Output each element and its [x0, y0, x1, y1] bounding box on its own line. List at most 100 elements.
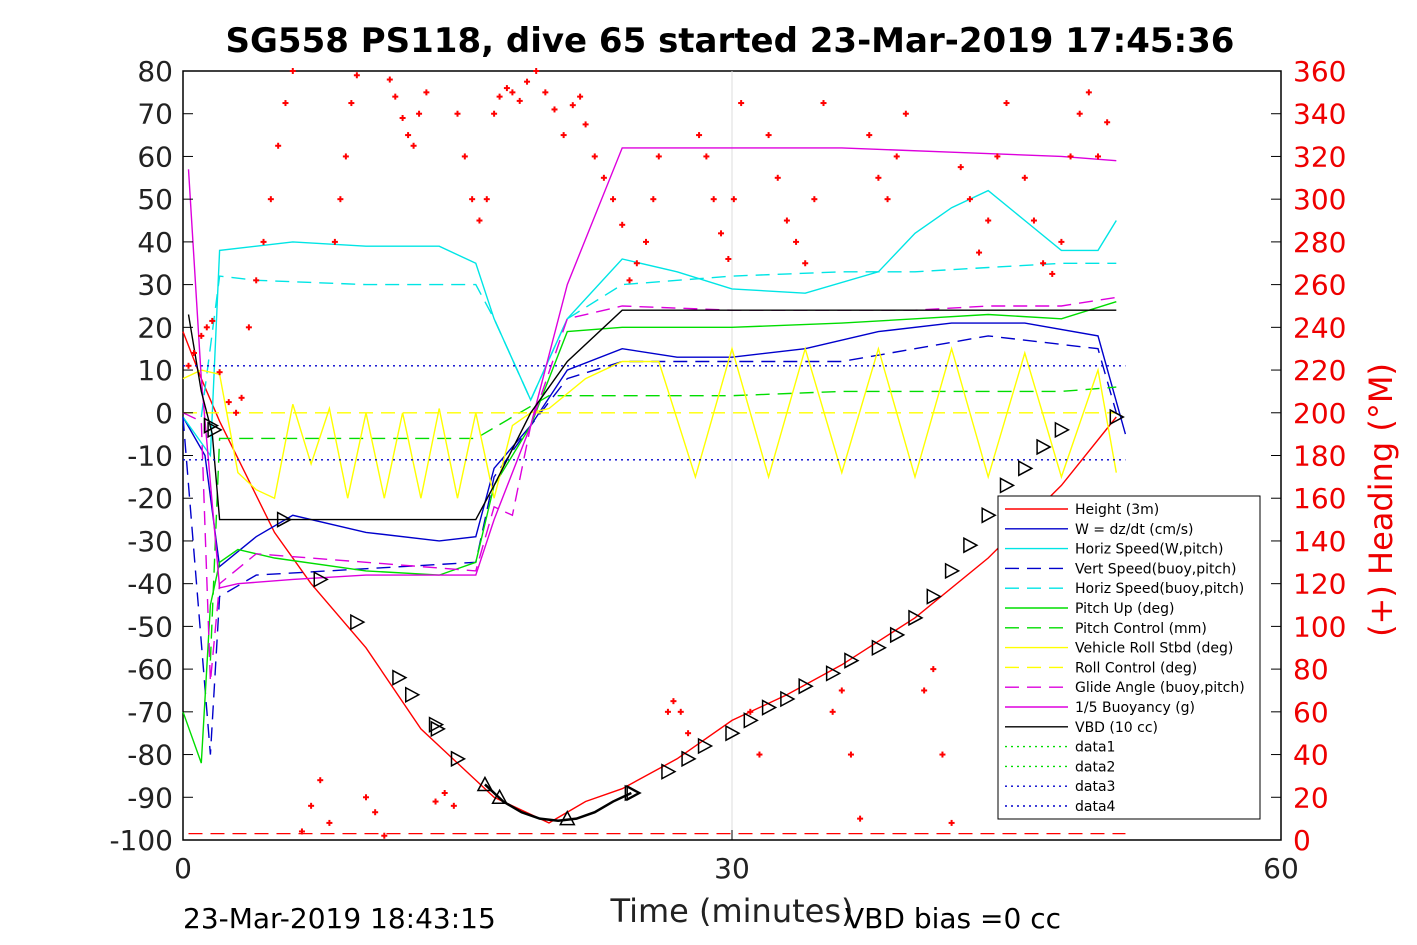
- left-tick-label: 80: [137, 55, 173, 88]
- heading-point: [569, 102, 576, 109]
- heading-point: [756, 751, 763, 758]
- heading-point: [245, 324, 252, 331]
- left-tick-label: 50: [137, 183, 173, 216]
- left-axis-ticks: 80 70 60 50 40 30 20 10 0 -10 -20 -30 -40 -50 -60 -70 -8…: [109, 55, 193, 857]
- x-axis-ticks: 0 30 60: [174, 830, 1299, 885]
- legend-label: data1: [1075, 740, 1115, 756]
- height-marker: [491, 788, 508, 805]
- height-marker: [405, 686, 421, 704]
- heading-point: [802, 260, 809, 267]
- heading-point: [496, 93, 503, 100]
- height-marker: [203, 417, 220, 434]
- heading-point: [642, 238, 649, 245]
- heading-point: [560, 132, 567, 139]
- right-tick-label: 200: [1293, 397, 1346, 430]
- height-marker: [1036, 438, 1052, 456]
- heading-point: [289, 68, 296, 74]
- height-marker: [908, 609, 924, 627]
- left-tick-label: -30: [127, 525, 173, 558]
- heading-point: [348, 100, 355, 107]
- heading-point: [253, 277, 260, 284]
- heading-point: [957, 164, 964, 171]
- heading-point: [921, 687, 928, 694]
- height-marker: [476, 775, 494, 792]
- left-tick-label: 40: [137, 226, 173, 259]
- height-marker: [276, 511, 293, 528]
- heading-point: [582, 121, 589, 128]
- heading-point: [533, 68, 540, 74]
- heading-point: [483, 196, 490, 203]
- right-tick-label: 320: [1293, 140, 1346, 173]
- height-marker: [926, 588, 942, 605]
- heading-point: [476, 217, 483, 224]
- series-line-1: [182, 322, 1127, 568]
- right-tick-label: 60: [1293, 696, 1329, 729]
- series-line-7: [182, 346, 1117, 500]
- dive-bottom-arc: [484, 783, 632, 823]
- heading-point: [198, 332, 205, 339]
- heading-point: [225, 399, 232, 406]
- heading-point: [670, 698, 677, 705]
- right-axis-ticks: 3603403203002802602402202001801601401201…: [1271, 55, 1346, 857]
- heading-point: [190, 349, 197, 356]
- left-tick-label: 0: [155, 397, 173, 430]
- heading-point: [994, 153, 1001, 160]
- heading-point: [626, 277, 633, 284]
- height-marker: [626, 784, 642, 802]
- series-line-6: [209, 386, 1117, 661]
- height-marker: [889, 626, 906, 644]
- right-tick-label: 120: [1293, 568, 1346, 601]
- series-line-10: [187, 147, 1117, 589]
- heading-point: [747, 708, 754, 715]
- heading-point: [591, 153, 598, 160]
- left-tick-label: 30: [137, 269, 173, 302]
- right-tick-label: 40: [1293, 739, 1329, 772]
- left-tick-label: -10: [127, 440, 173, 473]
- heading-point: [1085, 89, 1092, 96]
- heading-point: [696, 132, 703, 139]
- height-marker: [944, 562, 961, 580]
- heading-point: [577, 93, 584, 100]
- heading-point: [783, 217, 790, 224]
- right-tick-label: 20: [1293, 781, 1329, 814]
- heading-point: [811, 196, 818, 203]
- right-tick-label: 340: [1293, 98, 1346, 131]
- heading-point: [542, 89, 549, 96]
- legend-label: Roll Control (deg): [1075, 660, 1197, 676]
- x-axis-label: Time (minutes): [610, 892, 854, 930]
- height-marker: [681, 750, 697, 768]
- heading-point: [857, 815, 864, 822]
- height-marker: [661, 763, 677, 780]
- left-tick-label: -20: [127, 482, 173, 515]
- heading-point: [509, 89, 516, 96]
- heading-point: [441, 790, 448, 797]
- heading-point: [948, 819, 955, 826]
- left-tick-label: 10: [137, 354, 173, 387]
- heading-point: [399, 114, 406, 121]
- heading-point: [966, 196, 973, 203]
- legend-label: data2: [1075, 759, 1115, 775]
- left-tick-label: 60: [137, 140, 173, 173]
- heading-point: [1095, 153, 1101, 160]
- height-marker: [844, 652, 860, 669]
- heading-point: [976, 249, 983, 256]
- legend-label: Horiz Speed(buoy,pitch): [1075, 581, 1244, 597]
- heading-point: [650, 196, 657, 203]
- heading-point: [985, 217, 992, 224]
- heading-point: [1049, 270, 1056, 277]
- heading-point: [884, 196, 891, 203]
- heading-point: [1058, 238, 1065, 245]
- left-tick-label: -50: [127, 610, 173, 643]
- heading-point: [216, 369, 223, 376]
- heading-point: [326, 819, 333, 826]
- heading-point: [725, 255, 732, 262]
- heading-point: [619, 221, 626, 228]
- footer-vbd-bias: VBD bias =0 cc: [845, 902, 1061, 935]
- height-marker: [725, 724, 741, 742]
- heading-point: [450, 802, 457, 809]
- left-tick-label: -100: [109, 824, 173, 857]
- heading-point: [331, 238, 338, 245]
- legend-label: Glide Angle (buoy,pitch): [1075, 680, 1245, 696]
- series-line-4: [200, 262, 1117, 418]
- heading-point: [423, 89, 430, 96]
